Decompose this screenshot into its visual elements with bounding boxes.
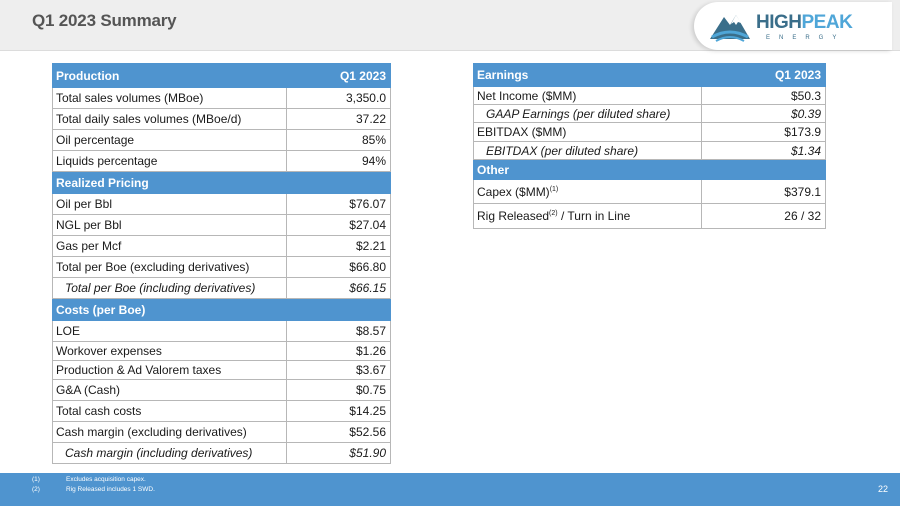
row-label: NGL per Bbl [52,214,287,236]
table-row: GAAP Earnings (per diluted share) $0.39 [473,104,826,123]
row-value: $51.90 [286,442,391,464]
company-logo: HIGHPEAK ENERGY [694,2,892,50]
row-value: 94% [286,150,391,172]
row-value: 3,350.0 [286,87,391,109]
table-row: EBITDAX (per diluted share) $1.34 [473,141,826,160]
row-value: $379.1 [701,179,826,204]
table-row: Net Income ($MM) $50.3 [473,86,826,105]
table-row: Cash margin (excluding derivatives) $52.5… [52,421,391,443]
row-value: $3.67 [286,360,391,380]
table-row: Total sales volumes (MBoe) 3,350.0 [52,87,391,109]
row-label: Cash margin (excluding derivatives) [52,421,287,443]
page-number: 22 [877,484,888,494]
row-label: Earnings [473,63,702,87]
row-value: $1.34 [701,141,826,160]
page-title: Q1 2023 Summary [32,11,177,30]
row-value [286,298,391,321]
table-row: Production & Ad Valorem taxes $3.67 [52,360,391,380]
footnote: (1) Excludes acquisition capex. [32,476,146,483]
title-bar: Q1 2023 Summary HIGHPEAK ENERGY [0,0,900,51]
row-value: Q1 2023 [701,63,826,87]
table-row: Workover expenses $1.26 [52,341,391,361]
table-row: G&A (Cash) $0.75 [52,379,391,401]
footer-bar: (1) Excludes acquisition capex. (2) Rig Re… [0,473,900,506]
row-value: $173.9 [701,122,826,142]
table-row: Total daily sales volumes (MBoe/d) 37.22 [52,108,391,130]
row-label: Total per Boe (including derivatives) [52,277,287,299]
row-label: Total cash costs [52,400,287,422]
table-section-header: Realized Pricing [52,171,391,194]
table-row: Capex ($MM)(1) $379.1 [473,179,826,204]
table-row: Gas per Mcf $2.21 [52,235,391,257]
row-value: $14.25 [286,400,391,422]
footnote-marker: (1) [549,185,559,193]
row-label: Realized Pricing [52,171,287,194]
table-section-header: Earnings Q1 2023 [473,63,826,87]
row-value: $2.21 [286,235,391,257]
row-label: Total per Boe (excluding derivatives) [52,256,287,278]
row-label: GAAP Earnings (per diluted share) [473,104,702,123]
row-label: G&A (Cash) [52,379,287,401]
table-row: Oil percentage 85% [52,129,391,151]
row-value: 85% [286,129,391,151]
table-row: Cash margin (including derivatives) $51.9… [52,442,391,464]
row-value [286,171,391,194]
row-value: $76.07 [286,193,391,215]
row-label: Workover expenses [52,341,287,361]
row-value: $52.56 [286,421,391,443]
table-row: Oil per Bbl $76.07 [52,193,391,215]
row-label: LOE [52,320,287,342]
row-label: Production [52,63,287,88]
q1-summary-table: Production Q1 2023 Total sales volumes (MB… [52,63,391,464]
row-label: Liquids percentage [52,150,287,172]
row-value: $1.26 [286,341,391,361]
table-row: Total per Boe (including derivatives) $66… [52,277,391,299]
row-value: Q1 2023 [286,63,391,88]
row-value: $27.04 [286,214,391,236]
row-value: $50.3 [701,86,826,105]
table-row: LOE $8.57 [52,320,391,342]
mountain-logo-icon [710,15,750,42]
row-value: $0.39 [701,104,826,123]
table-section-header: Production Q1 2023 [52,63,391,88]
table-row: Rig Released(2) / Turn in Line 26 / 32 [473,203,826,229]
table-row: NGL per Bbl $27.04 [52,214,391,236]
table-row: EBITDAX ($MM) $173.9 [473,122,826,142]
table-section-header: Other [473,159,826,180]
row-value: $66.15 [286,277,391,299]
table-section-header: Costs (per Boe) [52,298,391,321]
row-value: 37.22 [286,108,391,130]
row-label: Gas per Mcf [52,235,287,257]
row-label: Production & Ad Valorem taxes [52,360,287,380]
row-value: $66.80 [286,256,391,278]
row-label: Oil per Bbl [52,193,287,215]
row-label: Total sales volumes (MBoe) [52,87,287,109]
footnote: (2) Rig Released includes 1 SWD. [32,486,155,493]
row-label: Cash margin (including derivatives) [52,442,287,464]
row-value: $8.57 [286,320,391,342]
table-row: Total per Boe (excluding derivatives) $66… [52,256,391,278]
earnings-table: Earnings Q1 2023 Net Income ($MM) $50.3 GAAP… [473,63,826,229]
logo-subtext: ENERGY [766,35,846,41]
row-label: Capex ($MM)(1) [473,179,702,204]
row-label: Oil percentage [52,129,287,151]
row-label: EBITDAX (per diluted share) [473,141,702,160]
row-label: EBITDAX ($MM) [473,122,702,142]
footnote-marker: (2) [549,210,558,217]
row-label: Total daily sales volumes (MBoe/d) [52,108,287,130]
row-label: Costs (per Boe) [52,298,287,321]
row-label: Net Income ($MM) [473,86,702,105]
row-value: 26 / 32 [701,203,826,229]
logo-wordmark: HIGHPEAK [756,12,853,33]
row-value: $0.75 [286,379,391,401]
row-label: Rig Released(2) / Turn in Line [473,203,702,229]
row-value [701,159,826,180]
table-row: Liquids percentage 94% [52,150,391,172]
table-row: Total cash costs $14.25 [52,400,391,422]
row-label: Other [473,159,702,180]
